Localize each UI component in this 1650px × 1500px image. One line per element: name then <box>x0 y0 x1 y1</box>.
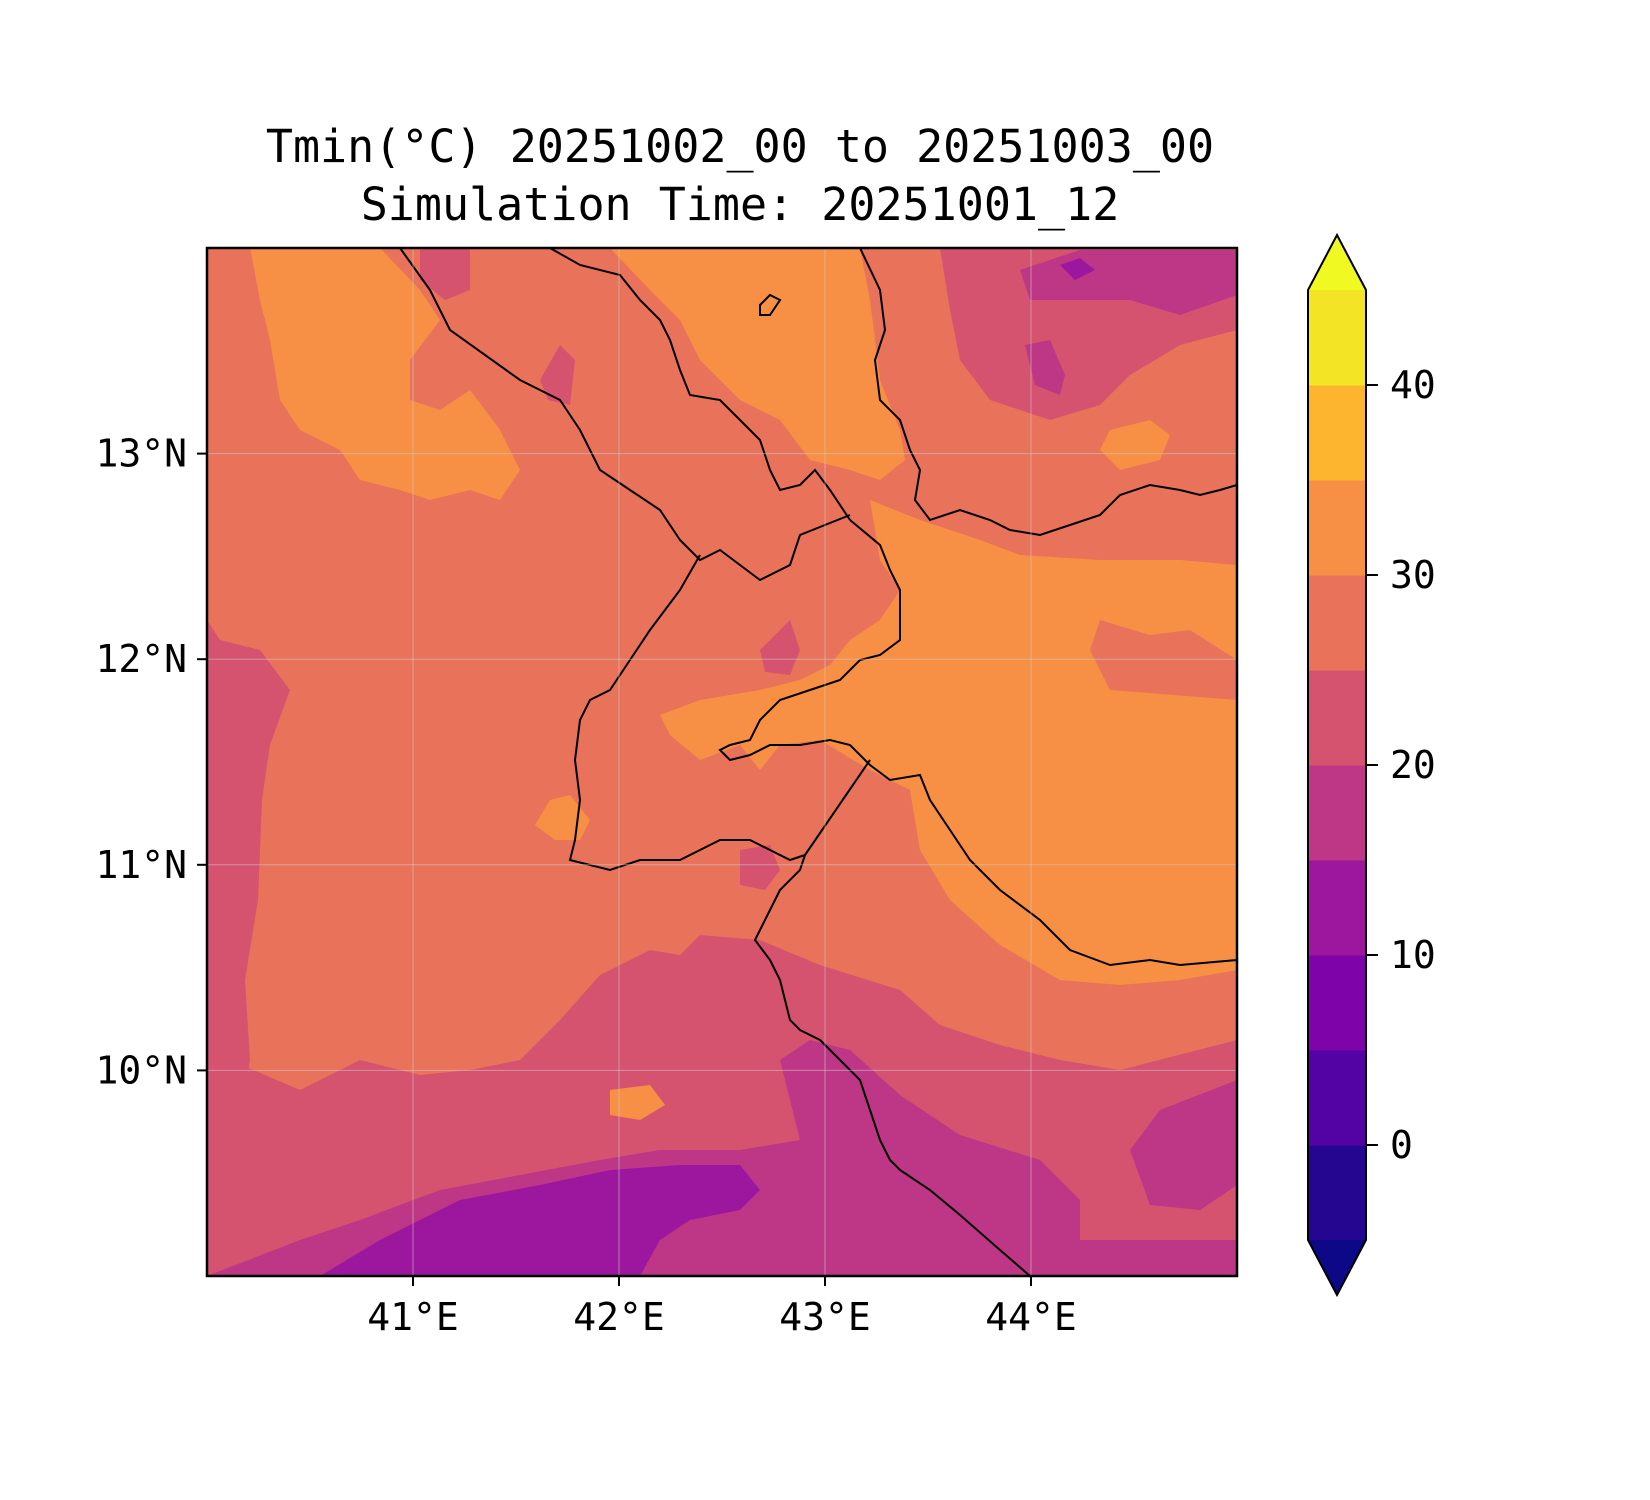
map-title: Tmin(°C) 20251002_00 to 20251003_00 <box>265 120 1215 173</box>
colorbar-segment-9 <box>1308 290 1366 386</box>
colorbar-segment-8 <box>1308 385 1366 481</box>
x-tick-label-3: 44°E <box>985 1295 1077 1339</box>
colorbar-segment-0 <box>1308 1145 1366 1241</box>
x-axis: 41°E 42°E 43°E 44°E <box>367 1276 1077 1339</box>
x-tick-label-1: 42°E <box>573 1295 665 1339</box>
contour-level-20-25-west <box>207 620 290 1120</box>
map-subtitle: Simulation Time: 20251001_12 <box>360 178 1120 231</box>
contour-level-30-35-redsea <box>610 248 905 480</box>
colorbar-extend-bottom <box>1308 1240 1366 1295</box>
colorbar-outline <box>1307 232 1367 1298</box>
contour-level-20-25-north-spot <box>420 248 470 300</box>
colorbar-tick-label-3: 30 <box>1390 553 1436 597</box>
contour-level-15-20-northeast-spot <box>1025 340 1065 395</box>
border-djibouti-north <box>568 554 806 872</box>
colorbar-tick-label-2: 20 <box>1390 743 1436 787</box>
contour-level-10-15-northeast <box>1060 258 1095 280</box>
x-tick-label-0: 41°E <box>367 1295 459 1339</box>
colorbar-segment-4 <box>1308 765 1366 861</box>
coastlines-and-borders <box>399 248 1237 1276</box>
colorbar-tick-label-1: 10 <box>1390 933 1436 977</box>
colorbar-segment-6 <box>1308 575 1366 671</box>
temperature-field <box>207 248 1237 1276</box>
colorbar-segment-2 <box>1308 955 1366 1051</box>
border-ethiopia-somalia <box>753 854 1031 1276</box>
coastline-gulf-of-aden <box>718 519 1237 967</box>
y-tick-label-2: 11°N <box>95 843 187 887</box>
contour-level-30-35-east-spot <box>1100 420 1170 470</box>
y-axis: 13°N 12°N 11°N 10°N <box>95 432 207 1092</box>
colorbar-segment-3 <box>1308 860 1366 956</box>
contour-level-30-35-northwest <box>250 248 520 500</box>
coastline-red-sea-inner <box>549 248 851 521</box>
colorbar: 0 10 20 30 40 <box>1307 232 1436 1298</box>
colorbar-segment-1 <box>1308 1050 1366 1146</box>
coastline-red-sea-west <box>399 248 851 582</box>
x-tick-label-2: 43°E <box>779 1295 871 1339</box>
colorbar-tick-label-4: 40 <box>1390 363 1436 407</box>
contour-level-15-20-east <box>1130 1080 1237 1210</box>
colorbar-extend-top <box>1308 235 1366 290</box>
y-tick-label-3: 10°N <box>95 1048 187 1092</box>
border-djibouti-somalia <box>804 759 871 856</box>
colorbar-tick-label-0: 0 <box>1390 1123 1413 1167</box>
contour-level-20-25-north-spot-2 <box>540 345 575 405</box>
map-frame <box>205 246 1239 1278</box>
contour-level-10-15-south <box>320 1165 760 1276</box>
y-tick-label-0: 13°N <box>95 432 187 476</box>
coastline-red-sea-east <box>859 248 1237 537</box>
colorbar-segment-5 <box>1308 670 1366 766</box>
island-coast <box>759 293 782 316</box>
contour-level-30-35-south-spot <box>610 1085 665 1120</box>
gridlines <box>207 248 1237 1276</box>
contour-level-20-25-center-spot <box>740 845 780 890</box>
y-tick-label-1: 12°N <box>95 637 187 681</box>
contour-level-20-25-center-spot-2 <box>760 620 800 675</box>
colorbar-segment-7 <box>1308 480 1366 576</box>
contour-level-30-35-gulf <box>660 500 1237 985</box>
